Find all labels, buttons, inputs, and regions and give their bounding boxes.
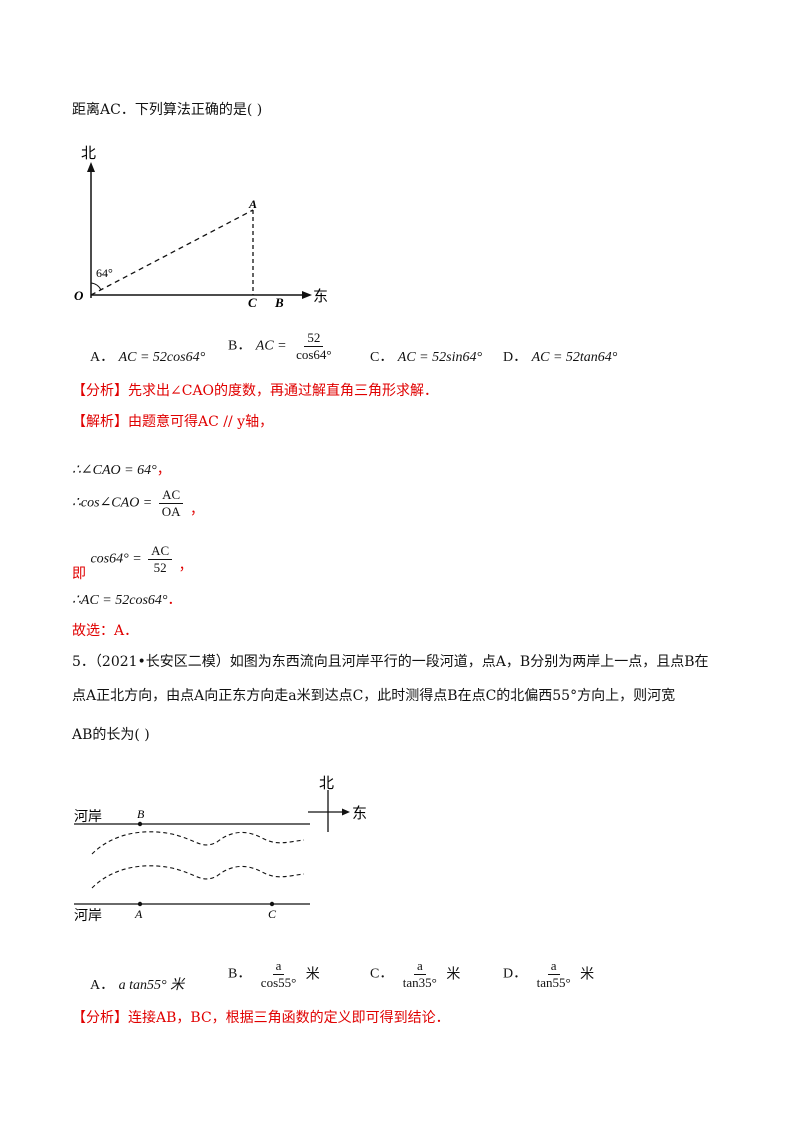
- q4-figure: 北 东 64° A O C B: [74, 145, 328, 310]
- point-C-label: C: [248, 295, 257, 310]
- east-label: 东: [313, 288, 328, 305]
- q5-figure: 河岸 河岸 北 东 B A C: [74, 775, 367, 924]
- point-B: [137, 821, 143, 827]
- river-wave-upper: [91, 831, 305, 855]
- q5-analysis: 【分析】连接AB，BC，根据三角函数的定义即可得到结论．: [72, 1010, 450, 1026]
- east-arrow-icon: [302, 291, 312, 299]
- q5-point-A-label: A: [134, 907, 143, 921]
- segment-OA: [90, 209, 254, 296]
- river-wave-lower: [91, 865, 305, 889]
- q4-option-c[interactable]: C． AC = 52sin64°: [370, 350, 483, 365]
- north-arrow-icon: [87, 162, 95, 172]
- q4-intro: 距离AC．下列算法正确的是( ): [72, 102, 263, 118]
- point-O-label: O: [74, 288, 84, 303]
- north-label: 北: [81, 145, 96, 162]
- q4-step3: 即 cos64° = AC 52 ，: [72, 543, 193, 582]
- q4-option-b[interactable]: B． AC = 52 cos64°: [228, 330, 337, 363]
- q4-step1: ∴∠CAO = 64°，: [72, 462, 171, 478]
- point-B-label: B: [274, 295, 284, 310]
- q5-east-label: 东: [352, 805, 367, 822]
- q5-option-b[interactable]: B． a cos55° 米: [228, 958, 320, 990]
- point-A: [137, 901, 143, 907]
- point-C: [269, 901, 275, 907]
- q5-option-c[interactable]: C． a tan35° 米: [370, 958, 461, 990]
- q5-option-d[interactable]: D． a tan55° 米: [503, 958, 595, 990]
- q5-stem-line3: AB的长为( ): [72, 727, 150, 743]
- top-bank-label: 河岸: [74, 809, 102, 825]
- q5-option-a[interactable]: A． a tan55° 米: [90, 978, 185, 993]
- q4-answer: 故选：A．: [72, 623, 139, 639]
- angle-arc: [90, 282, 102, 291]
- q4-option-a[interactable]: A． AC = 52cos64°: [90, 350, 206, 365]
- q5-stem-line2: 点A正北方向，由点A向正东方向走a米到达点C，此时测得点B在点C的北偏西55°方…: [72, 688, 676, 704]
- q5-stem-line1: 5．（2021•长安区二模）如图为东西流向且河岸平行的一段河道，点A，B分别为两…: [72, 654, 709, 670]
- q4-option-d[interactable]: D． AC = 52tan64°: [503, 350, 618, 365]
- compass-east-arrow-icon: [342, 808, 350, 816]
- bottom-bank-label: 河岸: [74, 908, 102, 924]
- angle-label: 64°: [96, 266, 113, 280]
- q4-analysis: 【分析】先求出∠CAO的度数，再通过解直角三角形求解．: [72, 383, 439, 399]
- q5-point-C-label: C: [268, 907, 277, 921]
- q4-solution-intro: 【解析】由题意可得AC // y轴，: [72, 414, 274, 430]
- q4-step2: ∴cos∠CAO = AC OA ，: [72, 487, 204, 519]
- q5-point-B-label: B: [137, 807, 145, 821]
- q4-step4: ∴AC = 52cos64°．: [72, 592, 182, 608]
- point-A-label: A: [248, 197, 257, 211]
- q5-north-label: 北: [319, 775, 334, 792]
- q4-option-b-fraction: 52 cos64°: [296, 330, 332, 362]
